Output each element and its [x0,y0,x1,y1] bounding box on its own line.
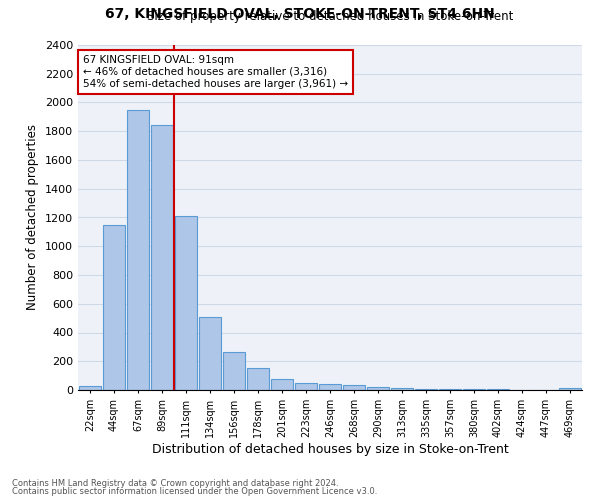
Text: 67, KINGSFIELD OVAL, STOKE-ON-TRENT, ST4 6HN: 67, KINGSFIELD OVAL, STOKE-ON-TRENT, ST4… [105,8,495,22]
Bar [151,126,173,390]
Bar [559,388,581,390]
Text: Contains HM Land Registry data © Crown copyright and database right 2024.: Contains HM Land Registry data © Crown c… [12,478,338,488]
X-axis label: Distribution of detached houses by size in Stoke-on-Trent: Distribution of detached houses by size … [152,442,508,456]
Bar [319,384,341,390]
Bar [343,385,365,390]
Bar [367,387,389,390]
Text: 67 KINGSFIELD OVAL: 91sqm
← 46% of detached houses are smaller (3,316)
54% of se: 67 KINGSFIELD OVAL: 91sqm ← 46% of detac… [83,56,348,88]
Bar [175,216,197,390]
Bar [247,368,269,390]
Bar [79,386,101,390]
Bar [103,224,125,390]
Bar [127,110,149,390]
Bar [223,352,245,390]
Y-axis label: Number of detached properties: Number of detached properties [26,124,40,310]
Bar [295,383,317,390]
Text: Contains public sector information licensed under the Open Government Licence v3: Contains public sector information licen… [12,487,377,496]
Bar [271,378,293,390]
Bar [391,388,413,390]
Title: Size of property relative to detached houses in Stoke-on-Trent: Size of property relative to detached ho… [147,10,513,23]
Bar [415,388,437,390]
Bar [199,316,221,390]
